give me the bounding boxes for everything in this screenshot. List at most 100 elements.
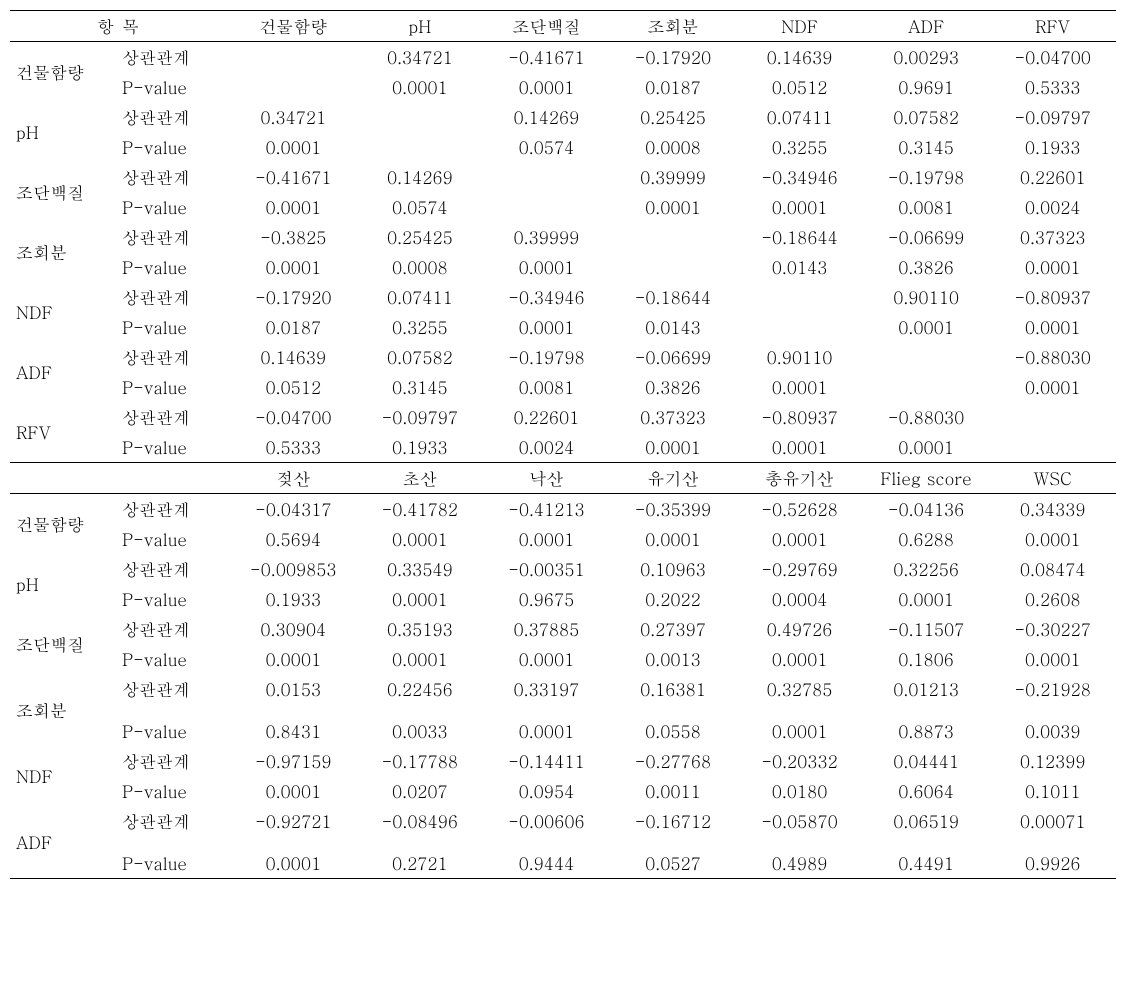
- stat-p: P-value: [120, 132, 230, 162]
- b1-corr-0-3: -0.17920: [610, 42, 737, 73]
- b1-p-4-1: 0.3255: [357, 312, 484, 342]
- b1-corr-5-0: 0.14639: [230, 342, 357, 372]
- b1-p-5-5: [863, 372, 990, 402]
- b1-p-0-4: 0.0512: [736, 72, 863, 102]
- stat-p: P-value: [120, 72, 230, 102]
- b2-corr-4-3: -0.27768: [610, 746, 737, 776]
- b1-p-6-4: 0.0001: [736, 432, 863, 463]
- b1-p-4-4: [736, 312, 863, 342]
- b2-corr-4-1: -0.17788: [357, 746, 484, 776]
- b2-corr-4-4: -0.20332: [736, 746, 863, 776]
- stat-p: P-value: [120, 432, 230, 463]
- stat-corr: 상관관계: [120, 806, 230, 836]
- b1-corr-6-0: -0.04700: [230, 402, 357, 432]
- b2-p-5-5: 0.4491: [863, 848, 990, 879]
- stat-corr: 상관관계: [120, 614, 230, 644]
- b1-corr-1-0: 0.34721: [230, 102, 357, 132]
- b2-p-4-5: 0.6064: [863, 776, 990, 806]
- b1-p-1-3: 0.0008: [610, 132, 737, 162]
- b1-corr-4-6: -0.80937: [989, 282, 1116, 312]
- b1-corr-3-5: -0.06699: [863, 222, 990, 252]
- b2-corr-2-2: 0.37885: [483, 614, 610, 644]
- b2-p-4-0: 0.0001: [230, 776, 357, 806]
- b2-p-4-2: 0.0954: [483, 776, 610, 806]
- stat-corr: 상관관계: [120, 102, 230, 132]
- stat-p: P-value: [120, 312, 230, 342]
- b2-corr-4-2: -0.14411: [483, 746, 610, 776]
- b2-p-4-4: 0.0180: [736, 776, 863, 806]
- b1-p-3-6: 0.0001: [989, 252, 1116, 282]
- b1-corr-2-3: 0.39999: [610, 162, 737, 192]
- block2-header-4: 총유기산: [736, 463, 863, 494]
- stat-p: P-value: [120, 192, 230, 222]
- stat-p: P-value: [120, 644, 230, 674]
- b1-p-0-1: 0.0001: [357, 72, 484, 102]
- b1-corr-4-4: [736, 282, 863, 312]
- b2-corr-0-3: -0.35399: [610, 494, 737, 525]
- block2-var-2: 조단백질: [10, 614, 120, 674]
- b1-corr-5-6: -0.88030: [989, 342, 1116, 372]
- b1-corr-5-1: 0.07582: [357, 342, 484, 372]
- b2-corr-2-4: 0.49726: [736, 614, 863, 644]
- b2-p-0-5: 0.6288: [863, 524, 990, 554]
- b2-p-0-6: 0.0001: [989, 524, 1116, 554]
- b2-corr-1-6: 0.08474: [989, 554, 1116, 584]
- b1-p-3-2: 0.0001: [483, 252, 610, 282]
- b2-p-3-6: 0.0039: [989, 716, 1116, 746]
- block2-var-1: pH: [10, 554, 120, 614]
- b1-corr-4-1: 0.07411: [357, 282, 484, 312]
- b1-p-5-0: 0.0512: [230, 372, 357, 402]
- b2-p-5-6: 0.9926: [989, 848, 1116, 879]
- b1-p-2-1: 0.0574: [357, 192, 484, 222]
- block1-var-1: pH: [10, 102, 120, 162]
- b1-p-6-0: 0.5333: [230, 432, 357, 463]
- block2-header-3: 유기산: [610, 463, 737, 494]
- b2-corr-2-3: 0.27397: [610, 614, 737, 644]
- b2-p-5-0: 0.0001: [230, 848, 357, 879]
- b2-corr-4-5: 0.04441: [863, 746, 990, 776]
- b2-corr-0-1: -0.41782: [357, 494, 484, 525]
- b1-corr-1-3: 0.25425: [610, 102, 737, 132]
- b1-corr-3-1: 0.25425: [357, 222, 484, 252]
- b1-p-1-4: 0.3255: [736, 132, 863, 162]
- b2-corr-0-5: -0.04136: [863, 494, 990, 525]
- b1-corr-0-2: -0.41671: [483, 42, 610, 73]
- stat-corr: 상관관계: [120, 494, 230, 525]
- b1-corr-4-2: -0.34946: [483, 282, 610, 312]
- b1-p-3-5: 0.3826: [863, 252, 990, 282]
- b1-corr-2-5: -0.19798: [863, 162, 990, 192]
- b1-p-0-2: 0.0001: [483, 72, 610, 102]
- header-item-label-2: 목: [120, 11, 230, 42]
- b1-corr-5-4: 0.90110: [736, 342, 863, 372]
- stat-p: P-value: [120, 524, 230, 554]
- b1-corr-0-1: 0.34721: [357, 42, 484, 73]
- b1-corr-0-5: 0.00293: [863, 42, 990, 73]
- b2-p-1-2: 0.9675: [483, 584, 610, 614]
- b2-corr-5-0: -0.92721: [230, 806, 357, 836]
- correlation-table: 항목건물함량pH조단백질조회분NDFADFRFV건물함량상관관계0.34721-…: [10, 10, 1116, 879]
- block1-header-3: 조회분: [610, 11, 737, 42]
- b2-p-5-2: 0.9444: [483, 848, 610, 879]
- b2-corr-4-0: -0.97159: [230, 746, 357, 776]
- b1-corr-3-0: -0.3825: [230, 222, 357, 252]
- b1-p-2-0: 0.0001: [230, 192, 357, 222]
- b1-corr-6-3: 0.37323: [610, 402, 737, 432]
- b2-p-3-5: 0.8873: [863, 716, 990, 746]
- b1-p-1-2: 0.0574: [483, 132, 610, 162]
- block1-var-5: ADF: [10, 342, 120, 402]
- b2-p-2-5: 0.1806: [863, 644, 990, 674]
- b1-p-2-4: 0.0001: [736, 192, 863, 222]
- b2-corr-3-3: 0.16381: [610, 674, 737, 704]
- b1-p-6-1: 0.1933: [357, 432, 484, 463]
- stat-p: P-value: [120, 252, 230, 282]
- b1-corr-3-2: 0.39999: [483, 222, 610, 252]
- block1-header-1: pH: [357, 11, 484, 42]
- b2-p-0-4: 0.0001: [736, 524, 863, 554]
- b1-p-4-6: 0.0001: [989, 312, 1116, 342]
- b2-p-2-6: 0.0001: [989, 644, 1116, 674]
- b2-p-2-0: 0.0001: [230, 644, 357, 674]
- b1-p-6-3: 0.0001: [610, 432, 737, 463]
- b1-p-1-1: [357, 132, 484, 162]
- b1-p-4-5: 0.0001: [863, 312, 990, 342]
- b2-p-5-1: 0.2721: [357, 848, 484, 879]
